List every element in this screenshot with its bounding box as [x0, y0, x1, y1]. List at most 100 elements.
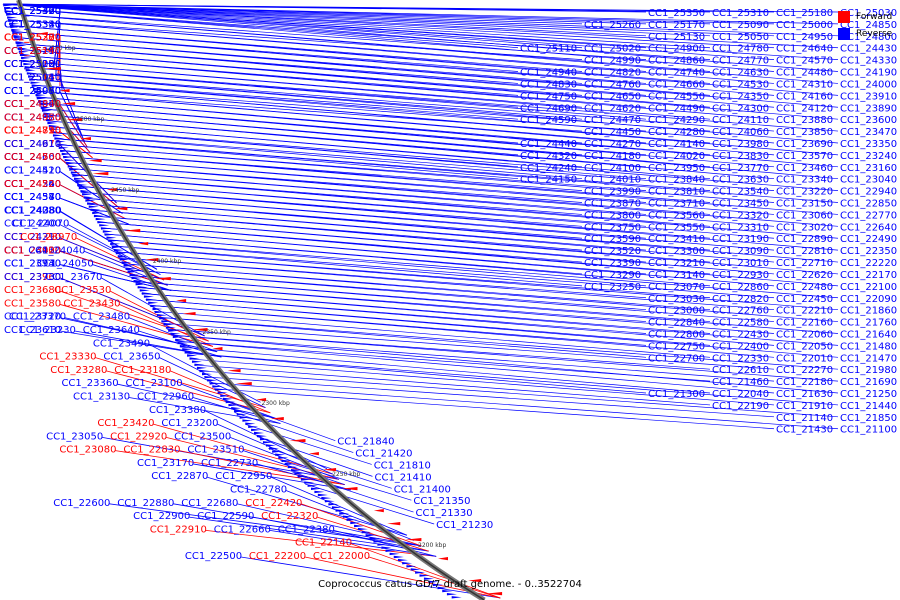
gene-label: CC1_23330	[39, 352, 96, 363]
connector-line	[46, 120, 711, 180]
gene-label: CC1_25320	[4, 19, 61, 30]
connector-line	[111, 245, 775, 299]
reverse-gene-feature	[156, 314, 167, 317]
connector-line	[118, 257, 775, 311]
reverse-gene-feature	[4, 7, 15, 10]
gene-label: CC1_23970	[20, 232, 77, 243]
reverse-gene-feature	[437, 586, 448, 590]
reverse-gene-feature	[97, 221, 108, 224]
reverse-gene-feature	[317, 493, 328, 497]
reverse-gene-feature	[191, 360, 202, 363]
reverse-gene-feature	[43, 112, 54, 115]
reverse-gene-feature	[165, 326, 176, 329]
reverse-gene-feature	[123, 264, 134, 267]
gene-label: CC1_21400	[394, 484, 451, 495]
reverse-gene-feature	[321, 496, 332, 500]
reverse-gene-feature	[67, 165, 78, 168]
gene-label: CC1_24890	[4, 126, 61, 137]
connector-line	[54, 138, 839, 203]
gene-label: CC1_23550	[648, 222, 705, 233]
gene-label: CC1_25150	[4, 59, 61, 70]
gene-label: CC1_22320	[261, 511, 318, 522]
connector-line	[141, 293, 775, 346]
forward-gene-feature	[323, 468, 337, 472]
gene-label: CC1_25020	[584, 44, 641, 55]
connector-line	[301, 503, 422, 547]
gene-label: CC1_24840	[4, 99, 61, 110]
gene-label: CC1_22350	[840, 246, 897, 257]
reverse-gene-feature	[212, 385, 223, 388]
reverse-gene-feature	[41, 109, 52, 112]
connector-line	[102, 436, 339, 480]
gene-label: CC1_23570	[776, 151, 833, 162]
gene-label: CC1_21330	[416, 508, 473, 519]
gene-label: CC1_23680	[4, 285, 61, 296]
connector-line	[175, 340, 775, 394]
gene-label: CC1_23150	[776, 199, 833, 210]
connector-line	[100, 227, 775, 287]
gene-label: CC1_24980	[4, 112, 61, 123]
gene-label: CC1_23500	[174, 431, 231, 442]
gene-label: CC1_22170	[840, 270, 897, 281]
reverse-gene-feature	[16, 44, 27, 47]
gene-label: CC1_22200	[249, 551, 306, 562]
gene-label: CC1_25200	[4, 59, 61, 70]
gene-label: CC1_23240	[840, 151, 897, 162]
reverse-gene-feature	[442, 589, 453, 593]
gene-label: CC1_23490	[93, 338, 150, 349]
gene-label: CC1_21230	[436, 520, 493, 531]
gene-label: CC1_24210	[4, 232, 61, 243]
reverse-gene-feature	[220, 394, 231, 397]
gene-label: CC1_25070	[4, 86, 61, 97]
reverse-gene-feature	[194, 363, 205, 366]
reverse-gene-feature	[385, 549, 396, 552]
backbone-arc-core	[17, 0, 485, 600]
gene-label: CC1_23870	[584, 199, 641, 210]
reverse-gene-feature	[170, 332, 181, 335]
connector-line	[68, 167, 775, 227]
gene-label: CC1_22730	[201, 458, 258, 469]
reverse-gene-feature	[231, 407, 242, 410]
gene-label: CC1_21480	[840, 341, 897, 352]
gene-label: CC1_24720	[4, 126, 61, 137]
label-connector-lines	[2, 3, 839, 599]
reverse-gene-feature	[78, 186, 89, 190]
connector-line	[158, 316, 839, 370]
gene-label: CC1_22590	[197, 511, 254, 522]
connector-line	[285, 490, 415, 541]
connector-line	[180, 346, 711, 394]
gene-label: CC1_22500	[185, 551, 242, 562]
forward-gene-feature	[373, 509, 384, 513]
reverse-gene-feature	[201, 372, 212, 376]
connector-line	[280, 459, 412, 501]
connector-line	[59, 91, 86, 142]
reverse-gene-feature	[148, 301, 159, 304]
gene-label: CC1_24640	[776, 44, 833, 55]
gene-label: CC1_23980	[712, 139, 769, 150]
connector-line	[59, 290, 209, 342]
gene-label: CC1_22850	[840, 199, 897, 210]
connector-line	[93, 215, 775, 275]
connector-line	[224, 400, 336, 441]
reverse-gene-feature	[254, 431, 265, 435]
reverse-gene-feature	[300, 478, 311, 481]
position-tick-label: 2550 kbp	[47, 45, 75, 52]
forward-gene-feature	[212, 347, 223, 351]
connector-line	[268, 447, 392, 489]
reverse-gene-feature	[13, 35, 24, 38]
gene-label: CC1_24430	[840, 44, 897, 55]
gene-label: CC1_24330	[840, 56, 897, 67]
connector-line	[2, 3, 839, 49]
connector-line	[194, 364, 711, 406]
reverse-gene-feature	[8, 19, 19, 22]
gene-label: CC1_21630	[776, 389, 833, 400]
gene-label: CC1_23740	[4, 259, 61, 270]
connector-line	[22, 60, 711, 120]
reverse-gene-feature	[143, 295, 154, 298]
position-tick-label: 2250 kbp	[332, 471, 360, 478]
reverse-gene-feature	[63, 155, 74, 159]
gene-label: CC1_22490	[840, 234, 897, 245]
position-tick-label: 2450 kbp	[111, 187, 139, 194]
reverse-gene-feature	[177, 341, 188, 345]
reverse-gene-feature	[88, 205, 99, 208]
